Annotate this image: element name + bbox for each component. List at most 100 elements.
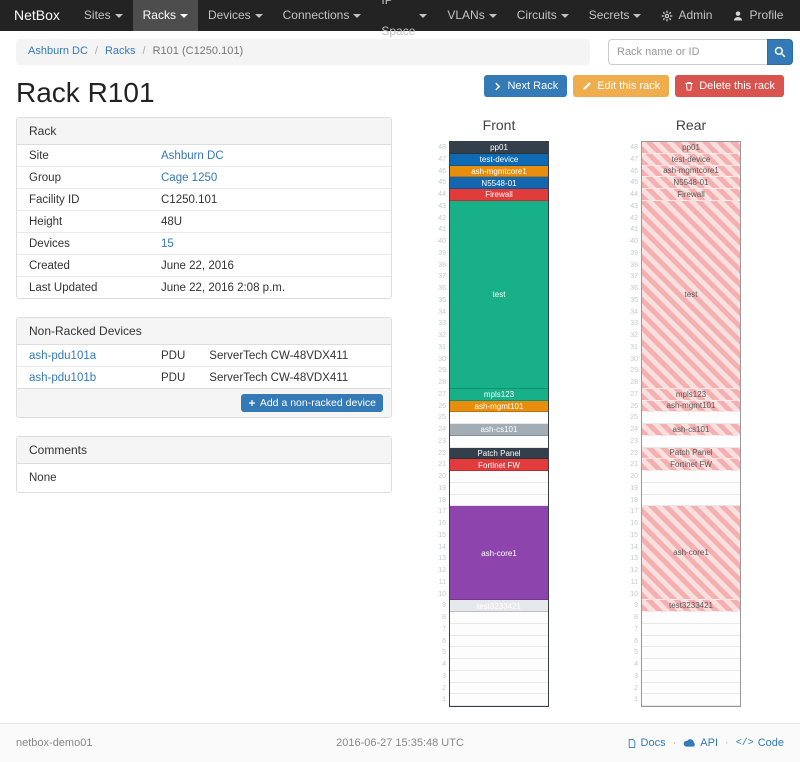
unit-number: 11 [438, 578, 446, 586]
nav-item-devices[interactable]: Devices [198, 0, 273, 31]
rack-device-rear[interactable]: Firewall [642, 189, 740, 201]
next-rack-button[interactable]: Next Rack [484, 75, 568, 97]
nav-item-circuits[interactable]: Circuits [507, 0, 579, 31]
unit-number: 46 [630, 167, 638, 175]
admin-link[interactable]: Admin [651, 0, 722, 31]
device-model: ServerTech CW-48VDX411 [197, 366, 391, 388]
code-link[interactable]: </> Code [736, 737, 784, 749]
rack-device-front[interactable]: pp01 [450, 142, 548, 154]
rack-unit-slot [642, 647, 740, 659]
device-link[interactable]: ash-pdu101a [29, 349, 97, 362]
unit-number: 28 [438, 379, 446, 386]
table-row: Facility ID C1250.101 [17, 188, 391, 211]
rack-device-front[interactable]: ash-mgmtcore1 [450, 165, 548, 178]
rack-device-front[interactable]: Firewall [450, 189, 548, 201]
rack-device-rear[interactable]: test [642, 200, 740, 389]
nav-label: VLANs [447, 8, 485, 22]
rack-device-front[interactable]: test [450, 200, 548, 389]
nav-item-racks[interactable]: Racks [132, 0, 198, 31]
rack-device-front[interactable]: Fortinet FW [450, 459, 548, 471]
api-link[interactable]: API [683, 737, 718, 749]
rack-unit-slot [642, 659, 740, 671]
unit-number: 14 [438, 543, 446, 551]
nav-item-connections[interactable]: Connections [273, 0, 372, 31]
breadcrumb-site-link[interactable]: Ashburn DC [28, 45, 88, 57]
rack-device-front[interactable]: test-device [450, 153, 548, 166]
brand-link[interactable]: NetBox [14, 7, 60, 23]
nav-item-ip-space[interactable]: IP Space [371, 0, 437, 38]
devices-count-link[interactable]: 15 [161, 237, 174, 250]
rack-device-rear[interactable]: ash-cs101 [642, 424, 740, 436]
unit-number: 29 [630, 367, 638, 375]
rack-device-rear[interactable]: Patch Panel [642, 447, 740, 460]
table-row: Group Cage 1250 [17, 166, 391, 189]
breadcrumb-current: R101 (C1250.101) [152, 45, 244, 57]
edit-rack-button[interactable]: Edit this rack [573, 75, 670, 97]
rack-device-front[interactable]: ash-cs101 [450, 424, 548, 436]
rack-device-rear[interactable]: mpls123 [642, 388, 740, 401]
breadcrumb: Ashburn DC / Racks / R101 (C1250.101) [16, 39, 590, 65]
group-link[interactable]: Cage 1250 [161, 171, 218, 184]
rack-device-rear[interactable]: N5548-01 [642, 177, 740, 189]
site-link[interactable]: Ashburn DC [161, 149, 224, 162]
gear-icon [662, 10, 673, 21]
rack-unit-slot [450, 482, 548, 495]
unit-number: 44 [630, 191, 638, 198]
add-non-racked-device-button[interactable]: Add a non-racked device [240, 394, 383, 412]
rack-device-rear[interactable]: Fortinet FW [642, 459, 740, 471]
unit-number: 24 [630, 426, 638, 433]
unit-number: 29 [438, 367, 446, 375]
rack-device-rear[interactable]: ash-mgmtcore1 [642, 165, 740, 178]
unit-number: 34 [630, 308, 638, 316]
docs-icon [628, 738, 635, 748]
attr-label: Devices [17, 232, 149, 255]
search-input[interactable] [608, 39, 767, 65]
docs-link[interactable]: Docs [627, 737, 666, 749]
hostname: netbox-demo01 [16, 737, 93, 749]
device-name: ash-pdu101b [17, 366, 149, 388]
rack-unit-slot [450, 670, 548, 683]
rack-device-front[interactable]: mpls123 [450, 388, 548, 401]
unit-number: 25 [630, 414, 638, 422]
rack-device-rear[interactable]: pp01 [642, 142, 740, 154]
profile-link[interactable]: Profile [722, 0, 793, 31]
nav-item-sites[interactable]: Sites [74, 0, 133, 31]
rack-unit-slot [642, 635, 740, 648]
rack-device-rear[interactable]: test3233421 [642, 600, 740, 612]
unit-number: 3 [442, 672, 446, 680]
unit-number: 48 [630, 144, 638, 151]
rack-search [608, 39, 793, 65]
unit-number: 44 [438, 191, 446, 198]
search-button[interactable] [767, 39, 793, 65]
unit-number: 17 [630, 508, 638, 516]
breadcrumb-racks-link[interactable]: Racks [104, 45, 136, 57]
logout-link[interactable]: Log out [793, 0, 800, 31]
comments-body: None [29, 472, 57, 484]
server-timestamp: 2016-06-27 15:35:48 UTC [336, 737, 464, 749]
rack-device-front[interactable]: test3233421 [450, 600, 548, 612]
rack-body: pp01 test-device ash-mgmtcore1 N5548-01 Fire… [641, 141, 741, 707]
rack-device-front[interactable]: Patch Panel [450, 447, 548, 460]
rack-device-rear[interactable]: ash-mgmt101 [642, 400, 740, 413]
front-elevation-title: Front [482, 117, 516, 133]
rack-device-rear[interactable]: test-device [642, 153, 740, 166]
unit-number: 10 [438, 590, 446, 598]
caret-icon [353, 13, 362, 18]
rack-unit-slot [450, 412, 548, 424]
delete-rack-button[interactable]: Delete this rack [675, 75, 784, 97]
rack-device-rear[interactable]: ash-core1 [642, 506, 740, 601]
unit-number: 14 [630, 543, 638, 551]
footer-separator: · [725, 737, 729, 749]
rack-device-front[interactable]: N5548-01 [450, 177, 548, 189]
table-row: Height 48U [17, 210, 391, 233]
unit-number: 4 [634, 661, 638, 668]
footer-separator: · [672, 737, 677, 749]
rack-device-front[interactable]: ash-core1 [450, 506, 548, 601]
device-link[interactable]: ash-pdu101b [29, 371, 97, 384]
unit-number: 10 [630, 590, 638, 598]
nav-item-secrets[interactable]: Secrets [579, 0, 652, 31]
nav-item-vlans[interactable]: VLANs [437, 0, 506, 31]
rack-body: pp01 test-device ash-mgmtcore1 N5548-01 Fire… [449, 141, 549, 707]
rack-device-front[interactable]: ash-mgmt101 [450, 400, 548, 413]
attr-label: Site [29, 149, 49, 162]
